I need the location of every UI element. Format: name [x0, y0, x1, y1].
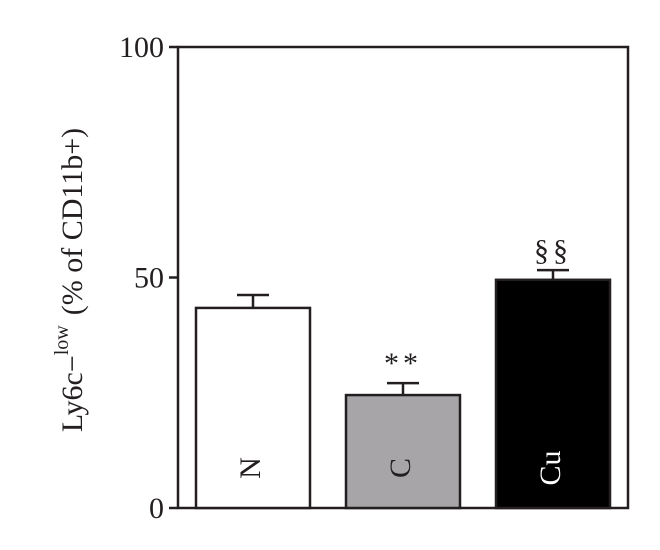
- y-label-suffix: (% of CD11b+): [56, 128, 89, 315]
- y-tick-label: 0: [149, 492, 164, 525]
- y-tick-label: 50: [134, 262, 164, 295]
- bar: [194, 306, 312, 510]
- y-label-superscript: low: [51, 325, 73, 356]
- bar-label: Cu: [534, 450, 567, 485]
- significance-label: **: [384, 347, 422, 380]
- y-axis-label: Ly6c−low (% of CD11b+): [51, 128, 89, 432]
- bar-label: C: [384, 458, 417, 478]
- y-label-main: Ly6c−: [56, 355, 89, 432]
- bar-label: N: [234, 457, 267, 479]
- bar: [344, 393, 462, 510]
- significance-label: §§: [534, 234, 572, 267]
- bar: [494, 278, 612, 510]
- y-tick-label: 100: [119, 31, 164, 64]
